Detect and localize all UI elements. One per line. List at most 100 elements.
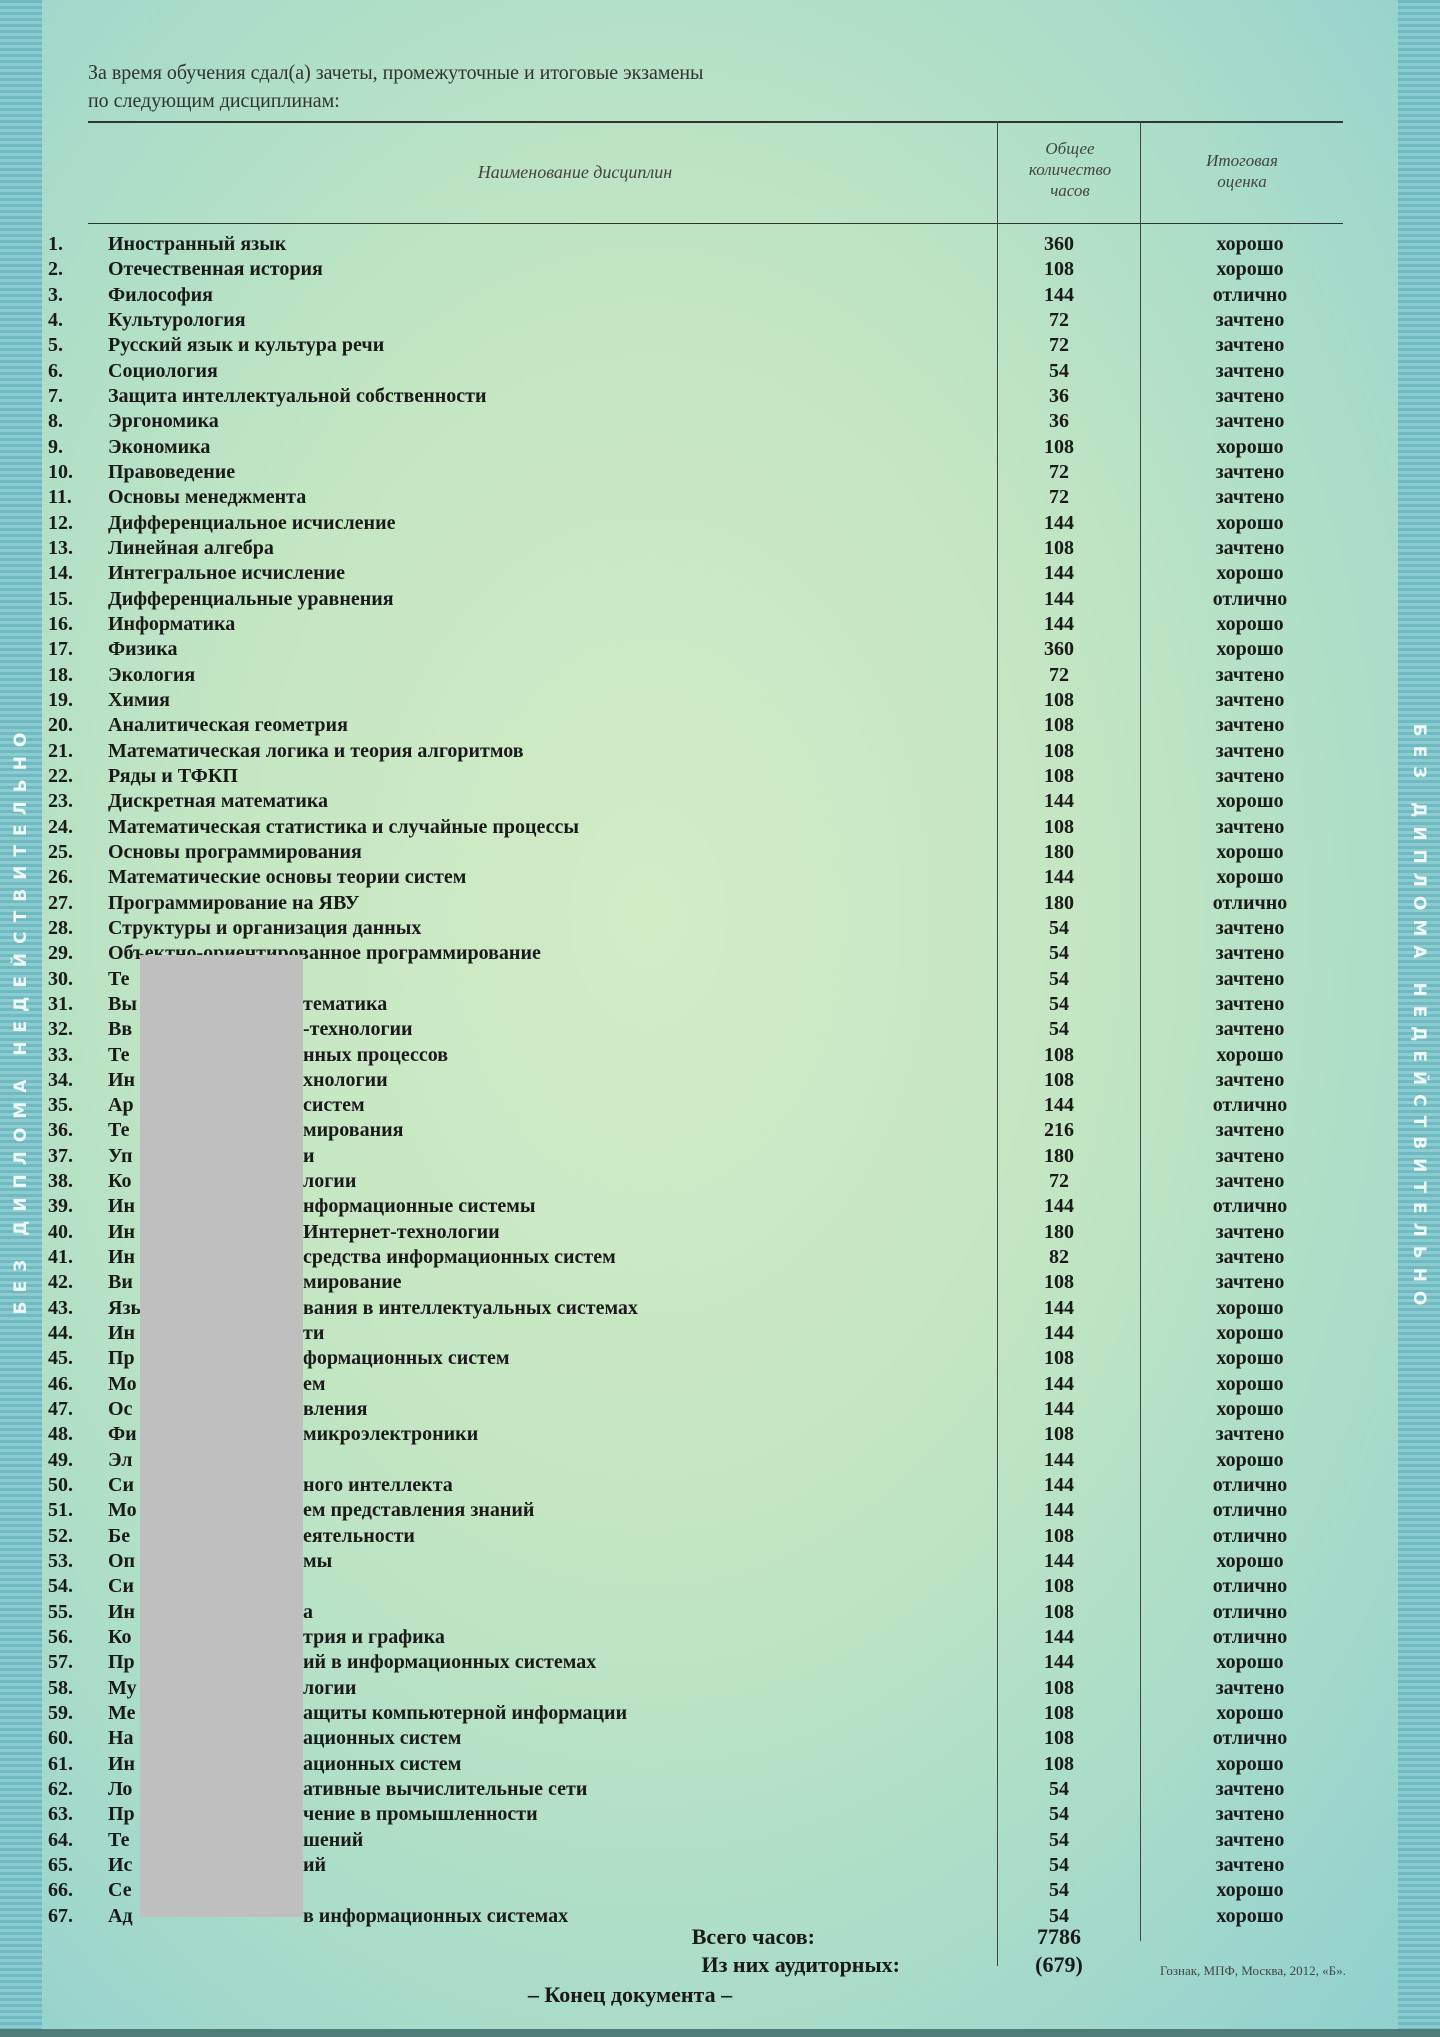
hours: 72	[1049, 334, 1069, 357]
discipline-name: Математическая статистика и случайные пр…	[108, 815, 580, 838]
grade: отлично	[1212, 1600, 1288, 1623]
row-number: 49.	[48, 1448, 73, 1471]
discipline-name-rest: формационных систем	[303, 1347, 510, 1370]
row-number: 29.	[48, 942, 73, 965]
discipline-name-rest: систем	[303, 1094, 365, 1117]
discipline-name: Ко	[108, 1626, 132, 1649]
row-number: 19.	[48, 688, 73, 711]
discipline-name-rest: мирование	[303, 1271, 402, 1294]
discipline-name: Интегральное исчисление	[108, 562, 346, 585]
row-number: 56.	[48, 1626, 73, 1649]
table-row: 9. Экономика 108 хорошо	[0, 435, 1440, 460]
total-hours-value: 7786	[1037, 1924, 1081, 1949]
discipline-name: Пр	[108, 1803, 135, 1826]
table-row: 25. Основы программирования 180 хорошо	[0, 840, 1440, 865]
grade: зачтено	[1215, 1170, 1285, 1193]
hours: 108	[1044, 739, 1074, 762]
grade: зачтено	[1215, 1854, 1285, 1876]
row-number: 9.	[48, 435, 63, 458]
hours: 180	[1044, 1220, 1074, 1243]
grade: хорошо	[1216, 1347, 1284, 1370]
row-number: 65.	[48, 1854, 73, 1876]
hours: 108	[1044, 764, 1074, 787]
grade: хорошо	[1216, 1043, 1284, 1066]
discipline-name: Му	[108, 1676, 137, 1699]
row-number: 53.	[48, 1550, 73, 1573]
table-row: 67. Ад в информационных системах 54 хорошо	[0, 1904, 1440, 1929]
column-divider	[997, 121, 998, 1966]
row-number: 18.	[48, 663, 73, 686]
row-number: 45.	[48, 1347, 73, 1370]
hours: 108	[1044, 1347, 1074, 1370]
table-row: 11. Основы менеджмента 72 зачтено	[0, 485, 1440, 510]
row-number: 4.	[48, 308, 63, 331]
grade: хорошо	[1216, 1372, 1284, 1395]
grade: зачтено	[1215, 815, 1285, 838]
discipline-name: Оп	[108, 1550, 136, 1573]
row-number: 40.	[48, 1220, 73, 1243]
grade: зачтено	[1215, 1068, 1285, 1091]
grade: зачтено	[1215, 1423, 1285, 1446]
row-number: 39.	[48, 1195, 73, 1218]
grade: отлично	[1212, 1524, 1288, 1547]
table-row: 19. Химия 108 зачтено	[0, 688, 1440, 713]
discipline-name: Ин	[108, 1752, 136, 1775]
grade: зачтено	[1215, 536, 1285, 559]
table-row: 4. Культурология 72 зачтено	[0, 308, 1440, 333]
hours: 144	[1044, 562, 1074, 585]
row-number: 48.	[48, 1423, 73, 1446]
grade: зачтено	[1215, 688, 1285, 711]
discipline-name: Се	[108, 1879, 132, 1902]
row-number: 5.	[48, 334, 63, 357]
row-number: 52.	[48, 1524, 73, 1547]
table-row: 31. Вы тематика 54 зачтено	[0, 992, 1440, 1017]
hours: 108	[1044, 688, 1074, 711]
grade: хорошо	[1216, 1322, 1284, 1345]
row-number: 33.	[48, 1043, 73, 1066]
grade: отлично	[1212, 1727, 1288, 1750]
row-number: 54.	[48, 1575, 73, 1598]
table-row: 22. Ряды и ТФКП 108 зачтено	[0, 764, 1440, 789]
discipline-name-rest: ационных систем	[303, 1727, 462, 1750]
discipline-name: Си	[108, 1575, 134, 1598]
row-number: 67.	[48, 1904, 73, 1927]
table-row: 40. Ин Интернет-технологии 180 зачтено	[0, 1220, 1440, 1245]
discipline-name-rest: средства информационных систем	[303, 1246, 616, 1269]
hours: 144	[1044, 1474, 1074, 1497]
table-row: 27. Программирование на ЯВУ 180 отлично	[0, 891, 1440, 916]
grade: хорошо	[1216, 1752, 1284, 1775]
grade: зачтено	[1215, 334, 1285, 357]
discipline-name-rest: ационных систем	[303, 1752, 462, 1775]
table-row: 7. Защита интеллектуальной собственности 3…	[0, 384, 1440, 409]
discipline-name-rest: ного интеллекта	[303, 1474, 453, 1497]
discipline-name-rest: шений	[303, 1828, 364, 1851]
grade: зачтено	[1215, 1119, 1285, 1142]
grade: хорошо	[1216, 1550, 1284, 1573]
grade: зачтено	[1215, 1778, 1285, 1801]
grade: отлично	[1212, 1474, 1288, 1497]
hours: 108	[1044, 815, 1074, 838]
discipline-name: Культурология	[108, 308, 246, 331]
auditory-hours-value: (679)	[1035, 1952, 1083, 1977]
hours: 180	[1044, 891, 1074, 914]
grade: отлично	[1212, 1094, 1288, 1117]
table-row: 3. Философия 144 отлично	[0, 283, 1440, 308]
hours: 72	[1049, 308, 1069, 331]
grade: хорошо	[1216, 1448, 1284, 1471]
header-grade: Итоговая оценка	[1142, 150, 1342, 192]
header-hours: Общее количество часов	[1000, 138, 1140, 201]
table-row: 6. Социология 54 зачтено	[0, 359, 1440, 384]
row-number: 37.	[48, 1144, 73, 1167]
row-number: 50.	[48, 1474, 73, 1497]
table-row: 52. Бе еятельности 108 отлично	[0, 1524, 1440, 1549]
discipline-name-rest: ем	[303, 1372, 326, 1395]
table-row: 53. Оп мы 144 хорошо	[0, 1549, 1440, 1574]
row-number: 34.	[48, 1068, 73, 1091]
table-row: 59. Ме ащиты компьютерной информации 108 хор…	[0, 1701, 1440, 1726]
table-row: 49. Эл 144 хорошо	[0, 1448, 1440, 1473]
hours: 108	[1044, 1043, 1074, 1066]
row-number: 43.	[48, 1296, 73, 1319]
row-number: 22.	[48, 764, 73, 787]
table-row: 54. Си 108 отлично	[0, 1574, 1440, 1599]
left-security-strip: БЕЗ ДИПЛОМА НЕДЕЙСТВИТЕЛЬНО	[0, 0, 42, 2037]
